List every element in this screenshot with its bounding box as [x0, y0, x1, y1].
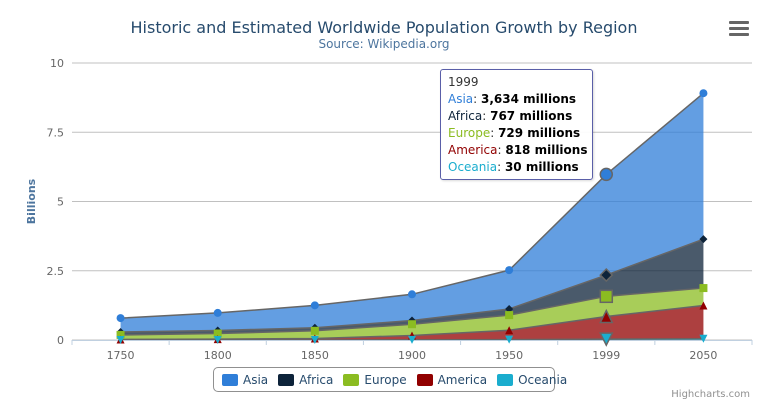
chart-subtitle: Source: Wikipedia.org [318, 37, 449, 51]
tooltip-row: Africa: 767 millions [448, 108, 592, 125]
legend: Asia Africa Europe America Oceania [213, 367, 567, 392]
marker-europe [599, 289, 614, 304]
chart-title: Historic and Estimated Worldwide Populat… [131, 18, 638, 37]
marker-america [599, 308, 614, 324]
tooltip-row: America: 818 millions [448, 142, 592, 159]
x-tick-label: 1999 [592, 349, 620, 362]
marker-africa [699, 235, 708, 244]
x-tick-label: 1850 [301, 349, 329, 362]
y-tick-label: 0 [57, 334, 64, 347]
marker-europe [408, 320, 416, 329]
y-tick-label: 10 [50, 57, 64, 70]
marker-europe [116, 330, 125, 339]
marker-europe [505, 311, 514, 320]
marker-europe [699, 284, 708, 293]
marker-asia [699, 89, 708, 98]
marker-america [505, 326, 514, 335]
legend-item-oceania[interactable]: Oceania [497, 373, 567, 387]
legend-swatch [343, 373, 360, 386]
area-america [120, 305, 704, 340]
marker-africa [599, 268, 614, 283]
marker-asia [116, 314, 125, 323]
marker-oceania [310, 335, 319, 344]
y-axis-title: Billions [25, 178, 38, 224]
tooltip-separator: : [497, 160, 505, 174]
legend-item-europe[interactable]: Europe [343, 372, 407, 387]
hamburger-menu-icon [729, 21, 749, 24]
legend-swatch [222, 373, 238, 386]
tooltip-value: 767 millions [490, 109, 573, 123]
tooltip-series-name: Asia [448, 92, 474, 106]
legend-swatch [497, 373, 514, 386]
tooltip-value: 30 millions [504, 160, 579, 174]
x-tick-label: 1800 [204, 349, 232, 362]
marker-asia [408, 290, 416, 299]
marker-oceania [116, 335, 125, 344]
hamburger-line [729, 33, 749, 36]
tooltip-separator: : [490, 126, 499, 140]
marker-america [699, 301, 708, 310]
marker-oceania [505, 335, 514, 344]
x-tick-label: 1750 [107, 349, 135, 362]
marker-oceania [599, 332, 614, 347]
tooltip-series-name: Africa [448, 109, 483, 123]
legend-swatch [416, 373, 433, 386]
x-tick-label: 1950 [495, 349, 523, 362]
x-tick-label: 1900 [398, 349, 426, 362]
marker-africa [505, 304, 514, 313]
tooltip: 1999 Asia: 3,634 millions Africa: 767 mil… [440, 69, 593, 180]
x-tick-label: 2050 [689, 349, 717, 362]
legend-item-asia[interactable]: Asia [222, 373, 268, 387]
area-africa [120, 239, 704, 335]
tooltip-row: Europe: 729 millions [448, 125, 592, 142]
y-tick-label: 7.5 [47, 126, 65, 139]
legend-label: Africa [299, 372, 334, 387]
tooltip-value: 3,634 millions [481, 92, 577, 106]
marker-oceania [213, 335, 222, 344]
tooltip-header: 1999 [448, 75, 479, 89]
area-asia [120, 93, 704, 332]
tooltip-row: Asia: 3,634 millions [448, 91, 592, 108]
marker-asia [310, 301, 319, 310]
tooltip-row: Oceania: 30 millions [448, 159, 592, 176]
tooltip-series-name: Oceania [448, 160, 498, 174]
y-tick-label: 5 [57, 196, 64, 209]
export-menu-button[interactable] [729, 21, 749, 37]
marker-oceania [699, 334, 708, 343]
marker-europe [310, 326, 319, 335]
marker-asia [505, 266, 514, 275]
marker-oceania [408, 335, 416, 344]
legend-item-america[interactable]: America [416, 372, 488, 387]
credits-link[interactable]: Highcharts.com [671, 389, 750, 400]
legend-label: Oceania [518, 372, 568, 387]
marker-asia [213, 308, 222, 317]
tooltip-value: 729 millions [498, 126, 581, 140]
y-tick-label: 2.5 [47, 265, 65, 278]
legend-label: Asia [243, 372, 269, 387]
areas [120, 92, 704, 341]
marker-europe [213, 329, 222, 338]
marker-asia [599, 167, 614, 182]
tooltip-separator: : [473, 92, 482, 106]
legend-swatch [278, 373, 295, 386]
tooltip-series-name: Europe [448, 126, 491, 140]
hamburger-line [729, 27, 749, 30]
tooltip-separator: : [497, 143, 506, 157]
tooltip-value: 818 millions [505, 143, 588, 157]
legend-label: America [437, 372, 488, 387]
legend-item-africa[interactable]: Africa [278, 373, 333, 387]
tooltip-separator: : [482, 109, 491, 123]
legend-label: Europe [364, 372, 407, 387]
tooltip-series-name: America [448, 143, 498, 157]
